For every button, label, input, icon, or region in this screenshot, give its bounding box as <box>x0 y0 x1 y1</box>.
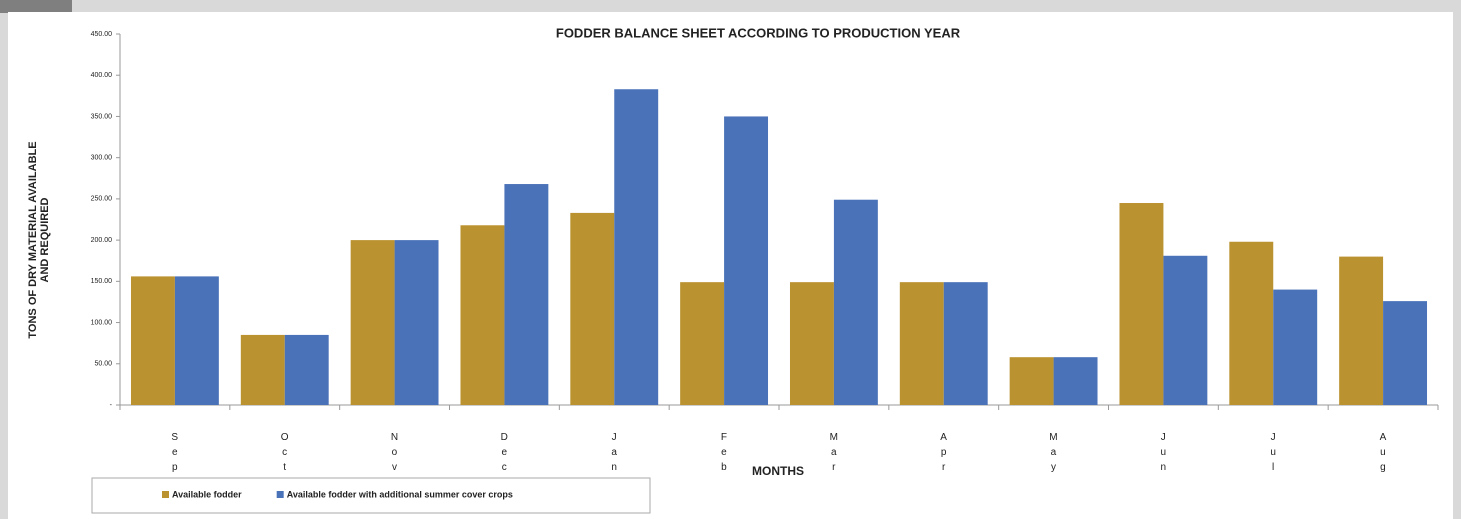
bar <box>943 282 988 405</box>
x-tick-label: Jul <box>1268 432 1279 477</box>
bar <box>680 282 725 405</box>
bar <box>240 334 285 405</box>
legend-box <box>91 477 651 514</box>
y-tick-label: 200.00 <box>91 237 113 244</box>
x-tick-label: Dec <box>499 432 510 477</box>
bar <box>284 334 329 405</box>
x-tick-label: Jan <box>609 432 620 477</box>
bar <box>504 184 549 405</box>
x-tick-label: Feb <box>718 432 729 477</box>
bar <box>899 282 944 405</box>
bar <box>1009 357 1054 405</box>
x-tick-label: May <box>1048 432 1059 477</box>
y-tick-label: 450.00 <box>91 31 113 38</box>
y-tick-label: 300.00 <box>91 155 113 162</box>
bar <box>724 116 769 405</box>
y-tick-label: 50.00 <box>94 361 112 368</box>
legend-swatch <box>162 491 169 498</box>
bar <box>570 212 615 405</box>
bar <box>1119 203 1164 405</box>
bar <box>174 276 219 405</box>
y-tick-label: 250.00 <box>91 196 113 203</box>
bar <box>350 240 395 405</box>
bar <box>1383 301 1428 405</box>
bar <box>1053 357 1098 405</box>
y-axis-title: AND REQUIRED <box>39 197 51 282</box>
x-tick-label: Mar <box>828 432 839 477</box>
corner-tab <box>0 0 72 13</box>
bar <box>789 282 834 405</box>
legend-label: Available fodder <box>172 489 242 499</box>
x-tick-label: Aug <box>1377 432 1388 477</box>
y-axis-title: TONS OF DRY MATERIAL AVAILABLE <box>27 141 39 338</box>
bar <box>130 276 175 405</box>
bar <box>1163 255 1208 405</box>
x-axis-title: MONTHS <box>752 464 804 478</box>
x-tick-label: Apr <box>938 432 949 477</box>
bar <box>833 199 878 405</box>
bar <box>394 240 439 405</box>
x-tick-label: Jun <box>1158 432 1169 477</box>
chart-title: FODDER BALANCE SHEET ACCORDING TO PRODUC… <box>556 25 961 40</box>
bar <box>1229 241 1274 405</box>
legend-label: Available fodder with additional summer … <box>287 489 513 499</box>
y-tick-label: - <box>110 402 113 409</box>
bar <box>460 225 505 405</box>
x-tick-label: Sep <box>169 432 180 477</box>
y-tick-label: 100.00 <box>91 319 113 326</box>
y-tick-label: 350.00 <box>91 113 113 120</box>
bar <box>1339 256 1384 405</box>
legend-swatch <box>276 491 284 498</box>
y-tick-label: 400.00 <box>91 72 113 79</box>
bar <box>614 89 659 405</box>
y-tick-label: 150.00 <box>91 278 113 285</box>
x-tick-label: Nov <box>389 432 400 477</box>
x-tick-label: Oct <box>279 432 290 477</box>
bar <box>1273 289 1318 405</box>
